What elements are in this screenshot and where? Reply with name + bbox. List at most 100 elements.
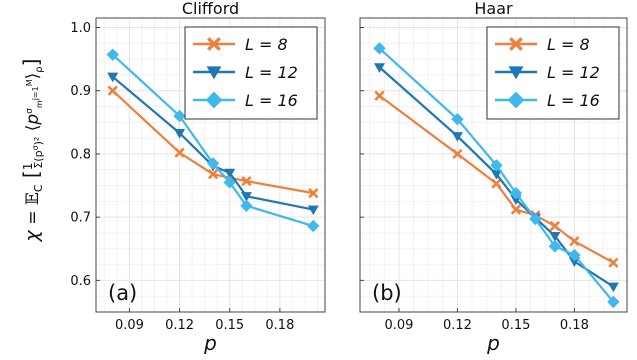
x-axis-label: p: [486, 331, 500, 355]
x-tick-label: 0.18: [560, 318, 589, 333]
data-point-diamond: [240, 199, 253, 212]
legend-marker: [509, 37, 523, 51]
data-point-x: [174, 147, 185, 158]
data-point-triangle-down: [451, 132, 463, 142]
legend-label: L = 16: [245, 91, 298, 110]
legend-label: L = 8: [245, 35, 288, 54]
data-point-x-stroke-b: [241, 176, 252, 187]
legend: L = 8 L = 12 L = 16: [184, 26, 318, 120]
panel-tag: (a): [108, 281, 137, 305]
y-axis-label: χ = 𝔼C [1Σ(pσ)² ⟨pσmj=1M⟩ρ]: [19, 59, 45, 243]
data-point-triangle-down: [240, 192, 252, 202]
data-point-x-stroke-b: [207, 169, 219, 180]
data-point-x-stroke-b: [491, 178, 502, 189]
x-tick-label: 0.09: [115, 318, 144, 333]
legend-marker: [206, 66, 222, 80]
panel-clifford: 0.09 0.12 0.15 0.18 0.6 0.7 0.8 0.9 1.0 Clifford p…: [70, 0, 326, 355]
legend-marker: [508, 66, 524, 80]
data-point-triangle-down: [607, 282, 619, 293]
legend-marker: [207, 37, 221, 51]
data-point-x-stroke-b: [569, 236, 580, 247]
data-point-diamond: [373, 42, 386, 55]
data-point-x-stroke-b: [510, 204, 522, 215]
y-tick-label: 0.6: [70, 274, 91, 289]
data-point-x-stroke-b: [608, 257, 619, 268]
data-point-diamond: [173, 109, 186, 123]
legend-marker-stroke-b: [509, 37, 523, 51]
data-point-x-stroke-b: [452, 148, 463, 160]
series-l8: [374, 90, 619, 268]
legend-item: L = 16: [495, 91, 600, 110]
y-tick-label: 0.7: [70, 211, 91, 226]
legend-marker: [205, 91, 223, 109]
data-point-diamond: [548, 240, 562, 253]
panel-haar: 0.09 0.12 0.15 0.18 Haar p (b) L = 8 L = 12 L = 1…: [359, 0, 628, 355]
series-l8: [107, 85, 319, 199]
data-point-triangle-down: [549, 232, 561, 242]
legend-marker-stroke-b: [207, 37, 221, 51]
data-point-triangle-down: [174, 128, 186, 139]
y-tick-label: 0.8: [70, 147, 91, 162]
series-line: [111, 53, 314, 228]
data-point-x-stroke-b: [174, 147, 185, 158]
plot-frame: [359, 17, 628, 313]
legend-label: L = 12: [245, 63, 298, 82]
x-tick-label: 0.18: [265, 318, 294, 333]
x-tick-label: 0.15: [501, 318, 530, 333]
panel-tag: (b): [372, 281, 402, 305]
data-point-diamond: [509, 186, 523, 200]
svg-text:χ = 𝔼C [1Σ(pσ)² ⟨pσmj=1M⟩ρ]: χ = 𝔼C [1Σ(pσ)² ⟨pσmj=1M⟩ρ]: [19, 59, 45, 243]
series-line: [112, 75, 314, 211]
y-tick-label: 1.0: [70, 21, 91, 36]
x-tick-label: 0.09: [385, 318, 414, 333]
data-point-diamond: [529, 212, 542, 226]
panel-title: Clifford: [182, 0, 239, 18]
data-point-x: [452, 148, 463, 160]
legend: L = 8 L = 12 L = 16: [486, 26, 620, 120]
data-point-triangle-down: [307, 205, 319, 216]
data-point-diamond: [206, 157, 220, 170]
data-point-triangle-down: [373, 63, 385, 73]
data-point-x: [107, 85, 118, 96]
y-tick-label: 0.9: [70, 84, 91, 99]
data-point-triangle-down: [224, 168, 236, 179]
legend-label: L = 16: [547, 91, 600, 110]
data-point-x: [308, 188, 319, 199]
x-tick-label: 0.15: [215, 318, 244, 333]
data-point-x: [569, 236, 580, 247]
legend-label: L = 8: [547, 35, 590, 54]
legend-marker: [507, 91, 525, 109]
x-tick-label: 0.12: [443, 318, 472, 333]
data-point-x-stroke-b: [107, 85, 118, 96]
data-point-diamond: [307, 219, 320, 233]
data-point-diamond: [490, 159, 503, 172]
series-l16: [106, 48, 320, 233]
data-point-x-stroke-b: [308, 188, 319, 199]
data-point-x: [608, 257, 619, 268]
x-axis-label: p: [203, 331, 217, 355]
data-point-diamond: [607, 295, 620, 309]
data-point-triangle-down: [490, 170, 502, 180]
data-point-x: [549, 220, 561, 232]
data-point-triangle-down: [107, 72, 119, 83]
legend-item: L = 12: [495, 63, 600, 82]
data-point-diamond: [106, 48, 119, 61]
data-point-x: [241, 176, 252, 187]
series-l16: [373, 42, 620, 309]
data-point-x: [374, 90, 385, 101]
legend-item: L = 16: [193, 91, 298, 110]
data-point-x: [491, 178, 502, 189]
data-point-diamond: [451, 112, 464, 126]
data-point-x: [207, 169, 219, 180]
data-point-x-stroke-b: [549, 220, 561, 232]
legend-label: L = 12: [547, 63, 600, 82]
legend-item: L = 8: [193, 35, 288, 54]
x-tick-label: 0.12: [165, 318, 194, 333]
data-point-x: [510, 204, 522, 215]
data-point-diamond: [568, 248, 581, 262]
legend-item: L = 12: [193, 63, 298, 82]
plot-frame: [95, 17, 326, 313]
data-point-diamond: [223, 176, 236, 189]
panel-title: Haar: [474, 0, 513, 18]
